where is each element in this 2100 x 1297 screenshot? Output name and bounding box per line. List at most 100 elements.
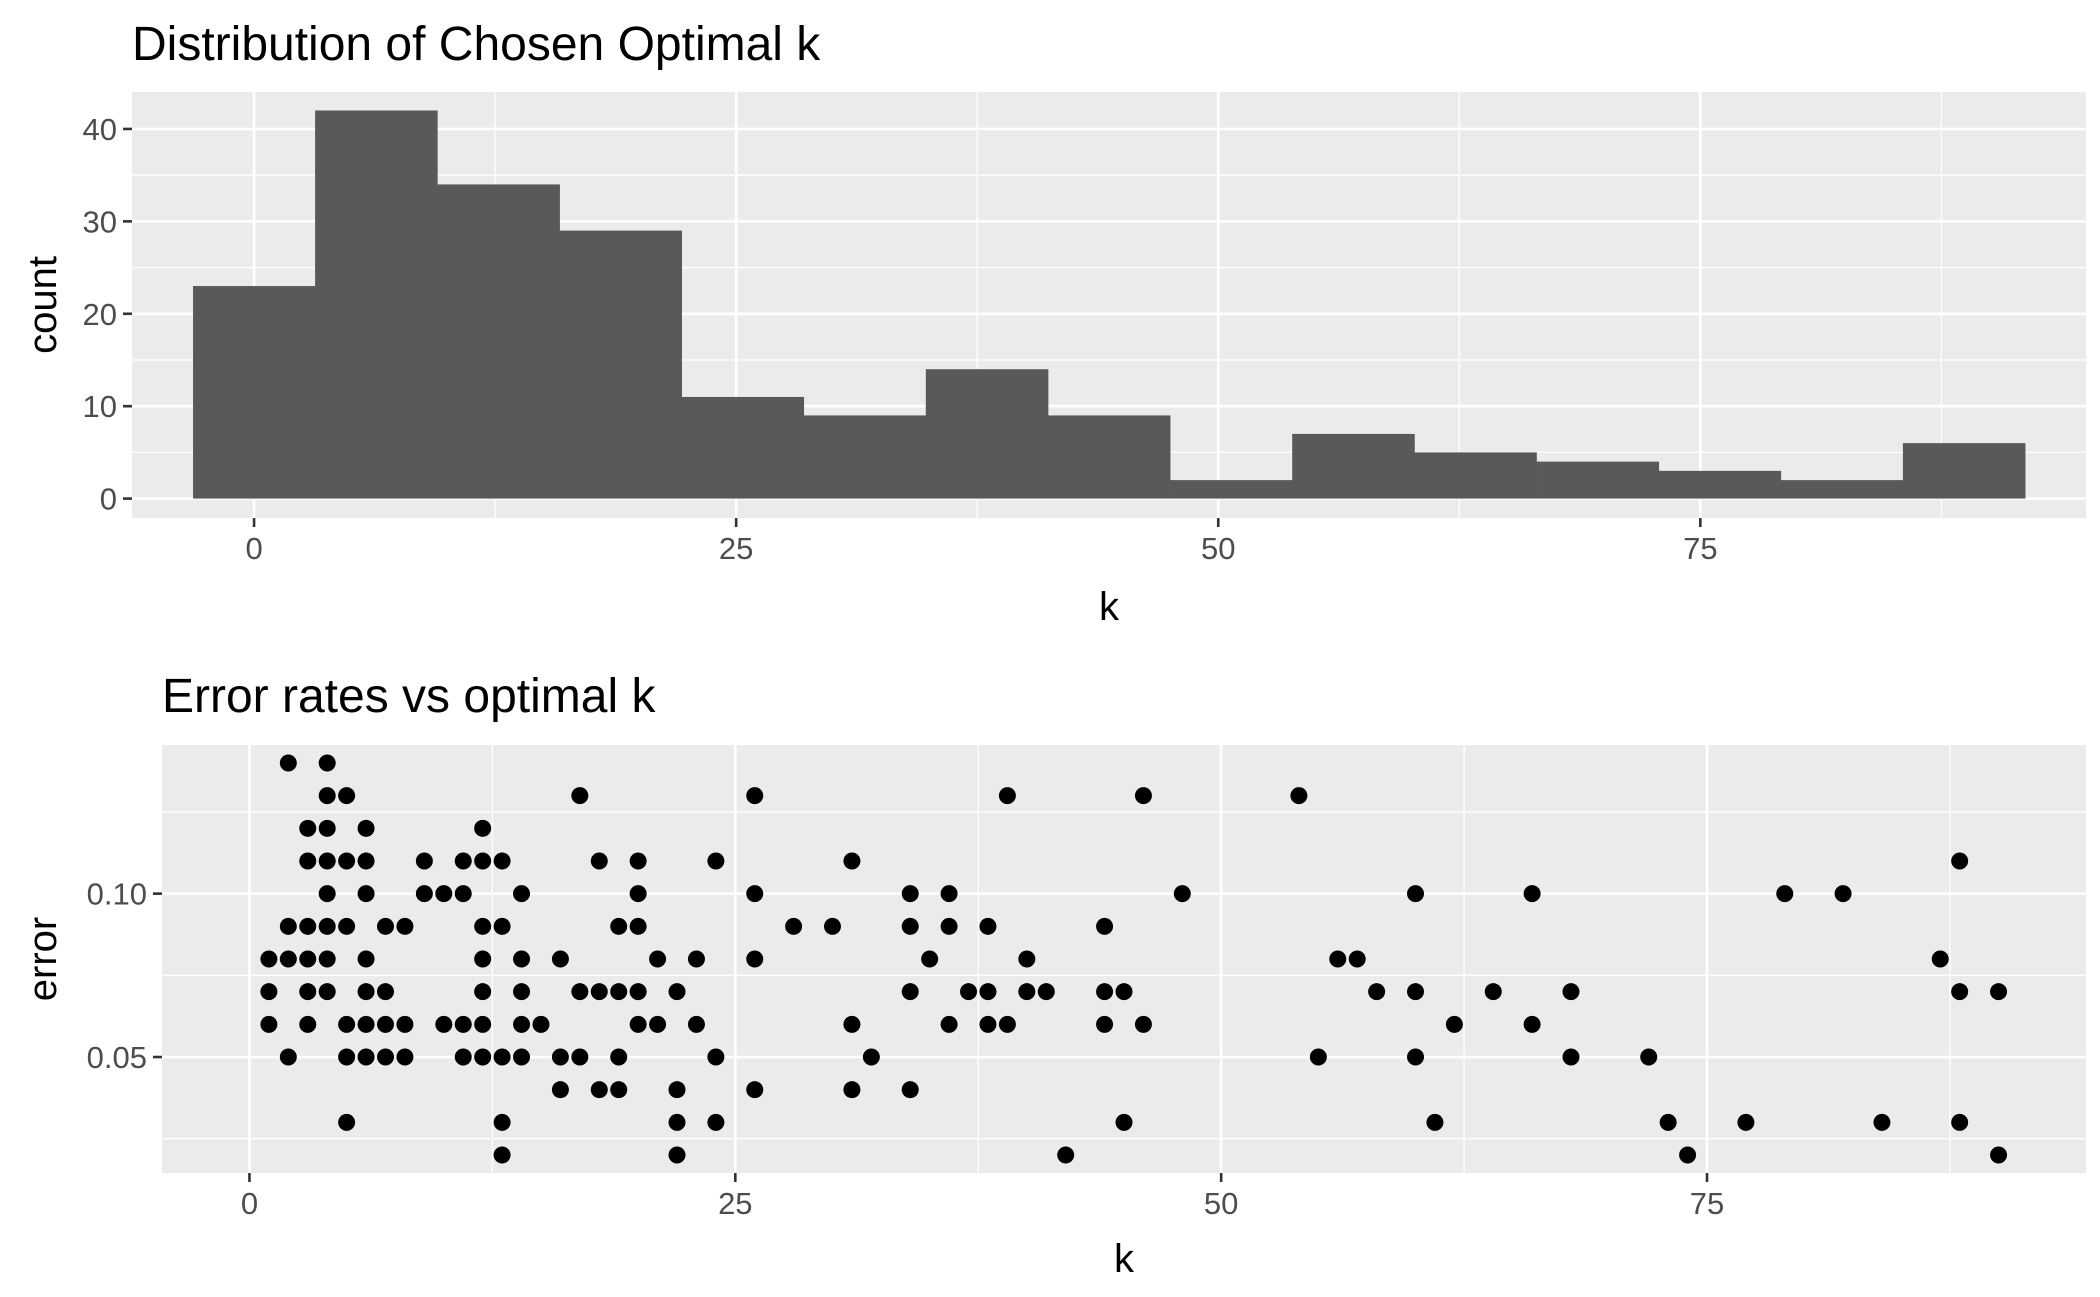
scatter-point: [571, 983, 589, 1001]
scatter-point: [396, 1048, 414, 1066]
scatter-point: [1445, 1015, 1463, 1033]
scatter-point: [415, 885, 433, 903]
histogram-bar: [437, 184, 560, 499]
scatter-point: [454, 1048, 472, 1066]
scatter-point: [376, 1048, 394, 1066]
scatter-point: [746, 885, 764, 903]
histogram-y-axis-title: count: [21, 256, 65, 354]
scatter-point: [707, 852, 725, 870]
scatter-point: [571, 787, 589, 805]
scatter-point: [318, 852, 336, 870]
scatter-point: [318, 787, 336, 805]
histogram-y-tick-label: 20: [83, 297, 117, 332]
scatter-point: [629, 885, 647, 903]
scatter-point: [1426, 1113, 1444, 1131]
scatter-point: [1407, 885, 1425, 903]
scatter-point: [707, 1048, 725, 1066]
scatter-point: [823, 917, 841, 935]
scatter-point: [551, 1081, 569, 1099]
scatter-point: [318, 754, 336, 772]
scatter-point: [318, 983, 336, 1001]
scatter-point: [979, 983, 997, 1001]
scatter-point: [940, 885, 958, 903]
scatter-point: [901, 983, 919, 1001]
histogram-x-tick-label: 25: [719, 531, 753, 566]
scatter-point: [435, 1015, 453, 1033]
scatter-point: [357, 885, 375, 903]
scatter-y-axis-title: error: [21, 917, 65, 1001]
scatter-point: [843, 1081, 861, 1099]
scatter-point: [1096, 1015, 1114, 1033]
scatter-point: [1640, 1048, 1658, 1066]
scatter-point: [1407, 983, 1425, 1001]
scatter-point: [435, 885, 453, 903]
scatter-point: [590, 852, 608, 870]
scatter-point: [940, 1015, 958, 1033]
scatter-point: [1096, 983, 1114, 1001]
scatter-point: [493, 852, 511, 870]
scatter-point: [901, 885, 919, 903]
scatter-point: [357, 819, 375, 837]
scatter-point: [338, 917, 356, 935]
scatter-point: [668, 1146, 686, 1164]
scatter-point: [1096, 917, 1114, 935]
scatter-point: [318, 819, 336, 837]
scatter-point: [474, 1048, 492, 1066]
scatter-point: [396, 1015, 414, 1033]
scatter-point: [649, 1015, 667, 1033]
scatter-point: [862, 1048, 880, 1066]
scatter-point: [1951, 983, 1969, 1001]
histogram-bar: [803, 415, 927, 499]
scatter-point: [610, 1048, 628, 1066]
histogram-bars: [193, 110, 2026, 499]
scatter-point: [1309, 1048, 1327, 1066]
scatter-point: [474, 1015, 492, 1033]
scatter-point: [687, 1015, 705, 1033]
scatter-point: [610, 983, 628, 1001]
scatter-point: [1037, 983, 1055, 1001]
scatter-point: [1523, 1015, 1541, 1033]
scatter-point: [1990, 983, 2008, 1001]
scatter-point: [1834, 885, 1852, 903]
scatter-point: [299, 819, 317, 837]
scatter-point: [1173, 885, 1191, 903]
scatter-chart: Error rates vs optimal k 0 25 50 75 0.05 0.1…: [21, 670, 2086, 1281]
scatter-point: [629, 852, 647, 870]
scatter-x-tick-label: 25: [718, 1186, 752, 1221]
scatter-point: [979, 1015, 997, 1033]
scatter-point: [843, 1015, 861, 1033]
scatter-point: [279, 754, 297, 772]
scatter-point: [318, 885, 336, 903]
histogram-bar: [559, 230, 682, 499]
scatter-point: [785, 917, 803, 935]
scatter-point: [1018, 950, 1036, 968]
scatter-x-tick-label: 0: [241, 1186, 258, 1221]
scatter-x-tick-label: 50: [1204, 1186, 1238, 1221]
histogram-y-tick-label: 0: [100, 482, 117, 517]
scatter-point: [1562, 983, 1580, 1001]
scatter-point: [1679, 1146, 1697, 1164]
scatter-point: [474, 819, 492, 837]
scatter-point: [357, 950, 375, 968]
scatter-point: [998, 787, 1016, 805]
scatter-x-tick-label: 75: [1690, 1186, 1724, 1221]
histogram-y-tick-label: 10: [83, 389, 117, 424]
scatter-point: [1523, 885, 1541, 903]
scatter-point: [1776, 885, 1794, 903]
scatter-point: [260, 983, 278, 1001]
scatter-point: [1057, 1146, 1075, 1164]
scatter-point: [1990, 1146, 2008, 1164]
histogram-x-ticks: 0 25 50 75: [245, 518, 1718, 566]
scatter-point: [415, 852, 433, 870]
scatter-point: [454, 1015, 472, 1033]
scatter-point: [746, 950, 764, 968]
histogram-x-tick-label: 75: [1683, 531, 1717, 566]
scatter-point: [513, 885, 531, 903]
scatter-point: [629, 983, 647, 1001]
scatter-point: [357, 1048, 375, 1066]
scatter-point: [940, 917, 958, 935]
scatter-point: [279, 1048, 297, 1066]
scatter-point: [629, 917, 647, 935]
histogram-y-tick-label: 30: [83, 204, 117, 239]
scatter-point: [474, 983, 492, 1001]
